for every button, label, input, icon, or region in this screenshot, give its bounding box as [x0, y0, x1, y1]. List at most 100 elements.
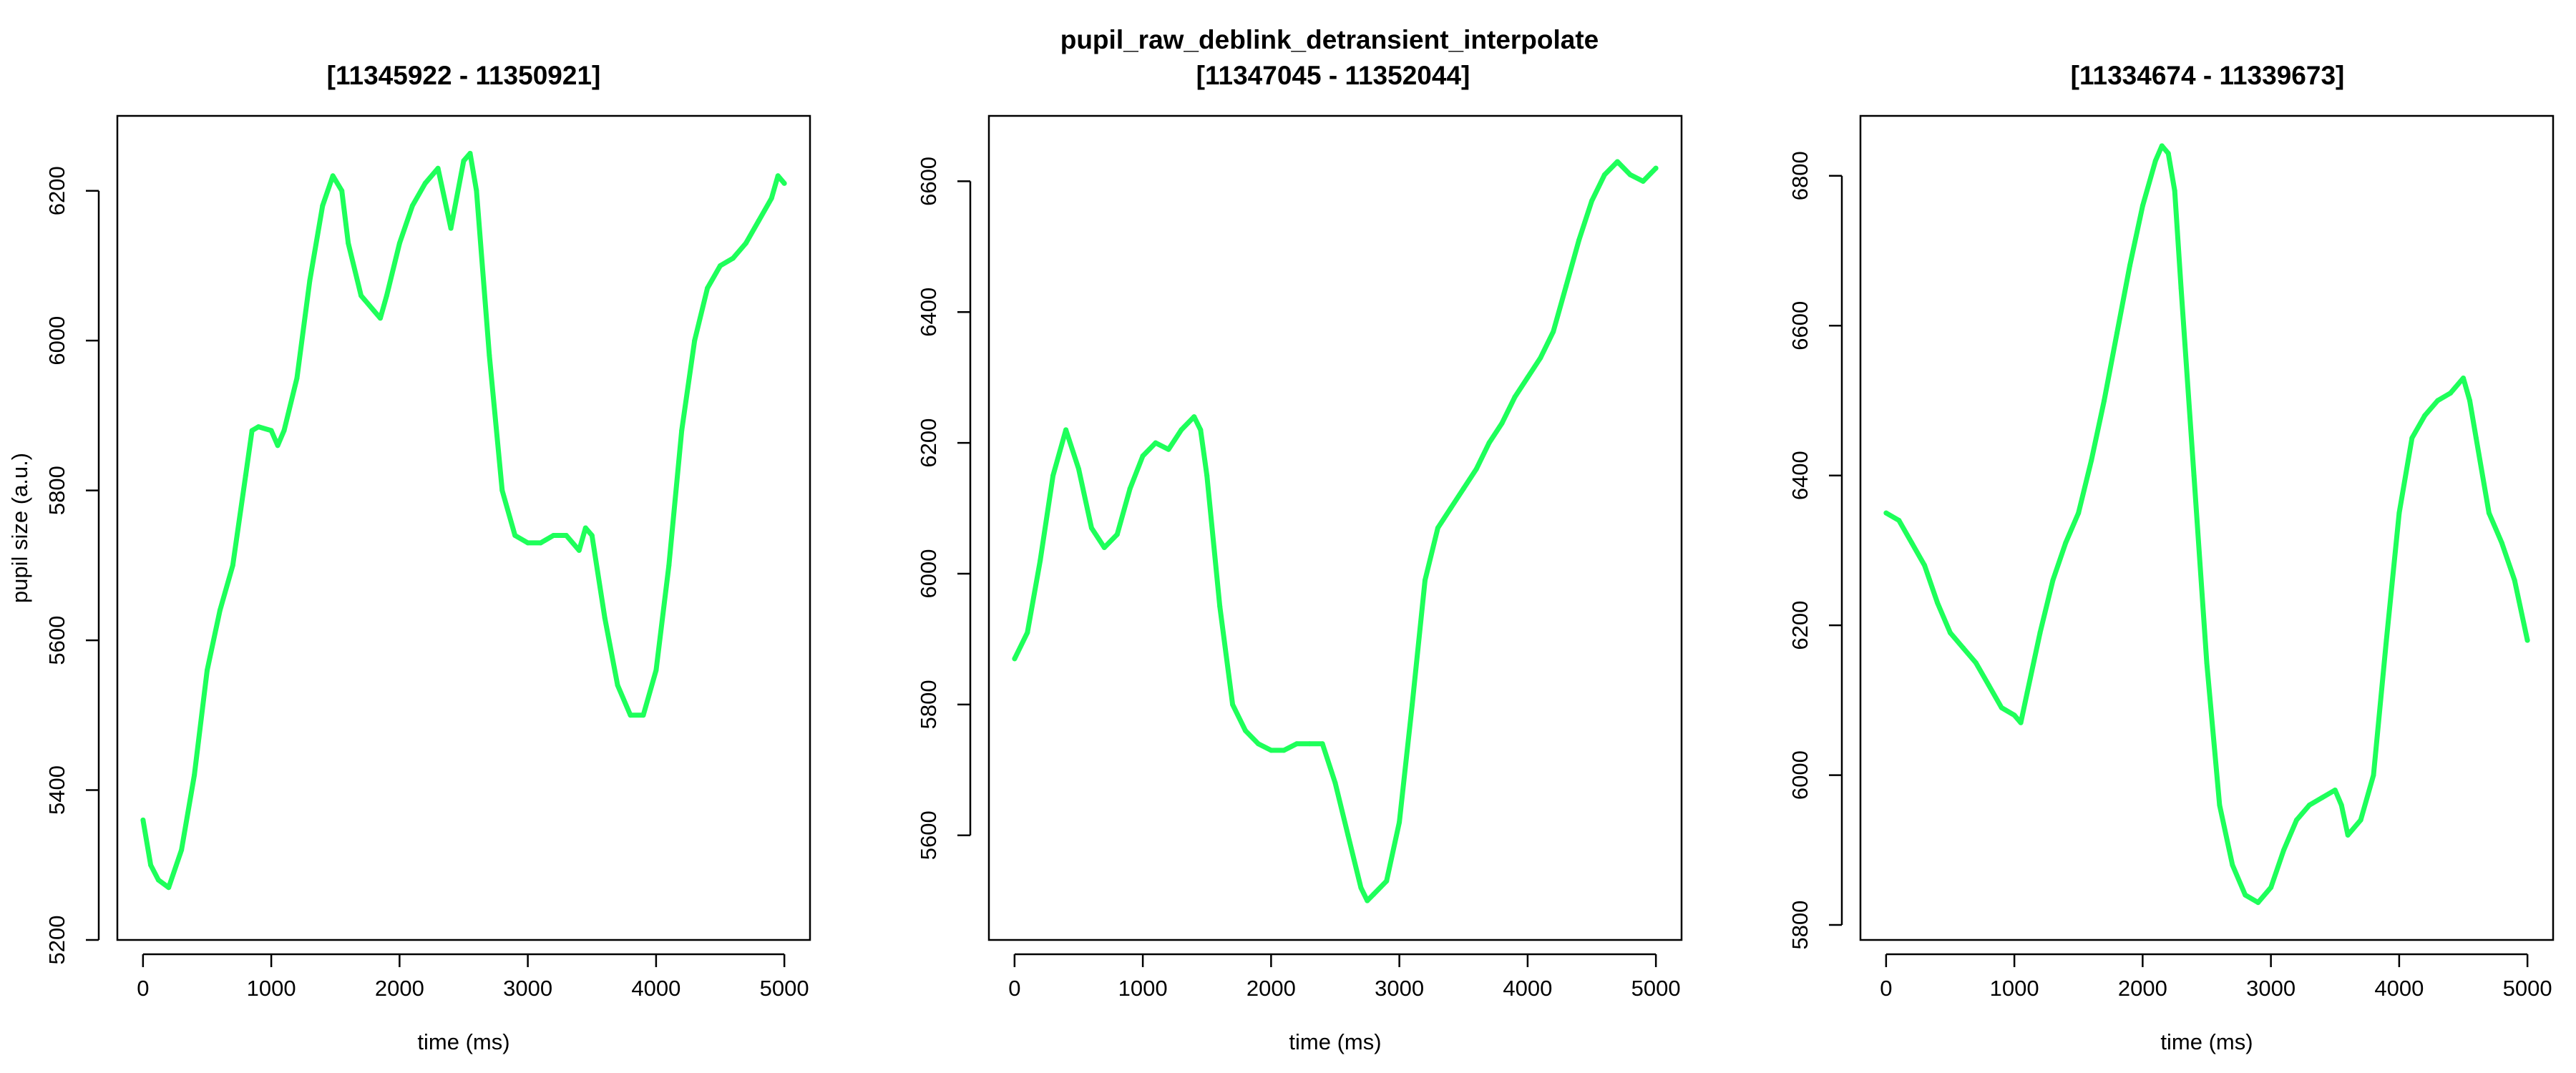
panel-1-data-point	[679, 428, 685, 433]
panel-2-x-tick-label: 3000	[1375, 976, 1424, 1001]
panel-3-data-point	[2024, 690, 2030, 695]
panel-1-data-point	[563, 533, 569, 538]
panel-2-x-tick-label: 4000	[1503, 976, 1552, 1001]
panel-2-data-point	[1217, 604, 1223, 609]
panel-2-x-axis: 0 1000 2000 3000 4000 5000	[1008, 953, 1681, 1001]
panel-1-data-point	[217, 607, 223, 613]
panel-2-y-tick-label: 6000	[916, 549, 941, 599]
panel-1-data-point	[551, 533, 556, 538]
panel-1-data-point	[692, 338, 698, 343]
panel-3-x-tick-label: 3000	[2246, 976, 2296, 1001]
panel-1-data-point	[339, 188, 345, 194]
panel-2-data-point	[1230, 702, 1236, 707]
panel-3-data-point	[2467, 398, 2472, 403]
panel-1-x-axis: 0 1000 2000 3000 4000 5000	[137, 953, 809, 1001]
panel-3-data-point	[2140, 203, 2145, 209]
panel-3-data-point	[2435, 398, 2441, 403]
figure-title: pupil_raw_deblink_detransient_interpolat…	[1060, 25, 1599, 54]
panel-2-data-point	[1512, 394, 1518, 400]
panel-3-data-point	[2011, 712, 2017, 718]
panel-3-data-point	[2461, 376, 2466, 381]
panel-1-series-line-1	[140, 150, 787, 891]
panel-2-y-tick-label: 6200	[916, 418, 941, 468]
panel-2-data-point	[1101, 544, 1107, 550]
panel-1-data-point	[409, 203, 415, 209]
panel-1-data-point	[249, 428, 255, 433]
panel-3-x-tick-label: 1000	[1990, 976, 2039, 1001]
panel-1-x-tick-label: 4000	[631, 976, 680, 1001]
panel-3-data-point	[2371, 773, 2376, 778]
panel-2-data-point	[1063, 427, 1069, 433]
panel-3-y-tick-label: 6200	[1787, 601, 1813, 650]
panel-3-data-point	[2178, 285, 2184, 291]
panel-3-data-point	[2422, 413, 2428, 418]
panel-1-data-point	[179, 847, 185, 853]
panel-3-series-line-1	[1883, 143, 2530, 906]
panel-3-data-point	[2114, 330, 2119, 336]
panel-3-x-axis: 0 1000 2000 3000 4000 5000	[1880, 953, 2552, 1001]
panel-2-data-point	[1012, 656, 1018, 662]
panel-1-data-point	[230, 562, 235, 568]
panel-3-data-point	[2409, 435, 2415, 441]
panel-1-data-point	[346, 240, 351, 246]
panel-1-data-point	[781, 180, 787, 186]
panel-3-data-point	[1973, 660, 1979, 665]
panel-2-data-point	[1204, 473, 1210, 479]
panel-2-data-point	[1166, 446, 1171, 452]
panel-3-x-tick-label: 4000	[2374, 976, 2424, 1001]
panel-1-data-point	[756, 218, 761, 224]
panel-2-data-point	[1088, 525, 1094, 531]
panel-3-x-tick-label: 5000	[2503, 976, 2552, 1001]
panel-3-data-point	[2332, 788, 2338, 793]
panel-1-x-axis-label: time (ms)	[417, 1029, 509, 1054]
panel-1-data-point	[205, 667, 210, 673]
panel-2-y-tick-label: 5800	[916, 680, 941, 729]
panel-2-y-tick-label: 6600	[916, 157, 941, 206]
panel-1-data-point	[384, 293, 389, 298]
panel-1-y-axis: 5200 5400 5600 5800 6000 6200	[44, 166, 100, 964]
panel-1-data-point	[487, 353, 492, 358]
panel-1-y-tick-label: 6200	[44, 166, 69, 215]
panel-1-data-point	[666, 562, 672, 568]
panel-3-y-axis: 5800 6000 6200 6400 6600 6800	[1787, 151, 1843, 950]
panel-1-data-point	[275, 443, 280, 449]
panel-3-data-point	[2037, 630, 2043, 636]
panel-1-data-point	[268, 428, 274, 433]
panel-2-x-tick-label: 2000	[1246, 976, 1296, 1001]
panel-1-data-point	[166, 885, 172, 891]
panel-1-data-point	[243, 473, 248, 479]
panel-3-series	[1883, 143, 2530, 906]
panel-3-y-tick-label: 6400	[1787, 451, 1813, 500]
panel-2-x-axis-label: time (ms)	[1289, 1029, 1381, 1054]
panel-1-data-point	[148, 862, 154, 868]
panel-1-data-point	[576, 547, 582, 553]
panel-2-x-tick-label: 0	[1008, 976, 1020, 1001]
panel-1-data-point	[525, 540, 531, 546]
panel-2-data-point	[1358, 885, 1364, 891]
panel-3-y-tick-label: 5800	[1787, 901, 1813, 950]
panel-2-data-point	[1038, 558, 1043, 564]
panel-2-data-point	[1384, 878, 1390, 884]
panel-3-data-point	[2102, 398, 2107, 403]
panel-3-data-point	[2486, 510, 2492, 516]
panel-1-data-point	[467, 150, 473, 156]
panel-2-data-point	[1140, 453, 1146, 459]
panel-2-y-axis: 5600 5800 6000 6200 6400 6600	[916, 157, 972, 860]
chart-panel-3: [11334674 - 11339673] 0 1000 2000 3000 4000 5…	[1787, 61, 2555, 1054]
panel-1-data-point	[628, 712, 633, 718]
panel-2-plot-frame	[987, 114, 1683, 941]
panel-1-x-tick-label: 1000	[247, 976, 296, 1001]
panel-2-data-point	[1243, 727, 1248, 733]
panel-1-x-tick-label: 0	[137, 976, 149, 1001]
panel-3-data-point	[2306, 803, 2312, 808]
panel-2-data-point	[1576, 237, 1582, 243]
panel-1-data-point	[255, 424, 261, 430]
panel-1-data-point	[589, 533, 595, 538]
panel-3-data-point	[2448, 391, 2454, 396]
panel-1-data-point	[512, 533, 518, 538]
panel-1-data-point	[743, 240, 748, 246]
panel-3-data-point	[2345, 832, 2351, 838]
panel-2-x-tick-label: 5000	[1631, 976, 1681, 1001]
panel-1-data-point	[294, 376, 300, 381]
panel-3-data-point	[2255, 900, 2261, 906]
